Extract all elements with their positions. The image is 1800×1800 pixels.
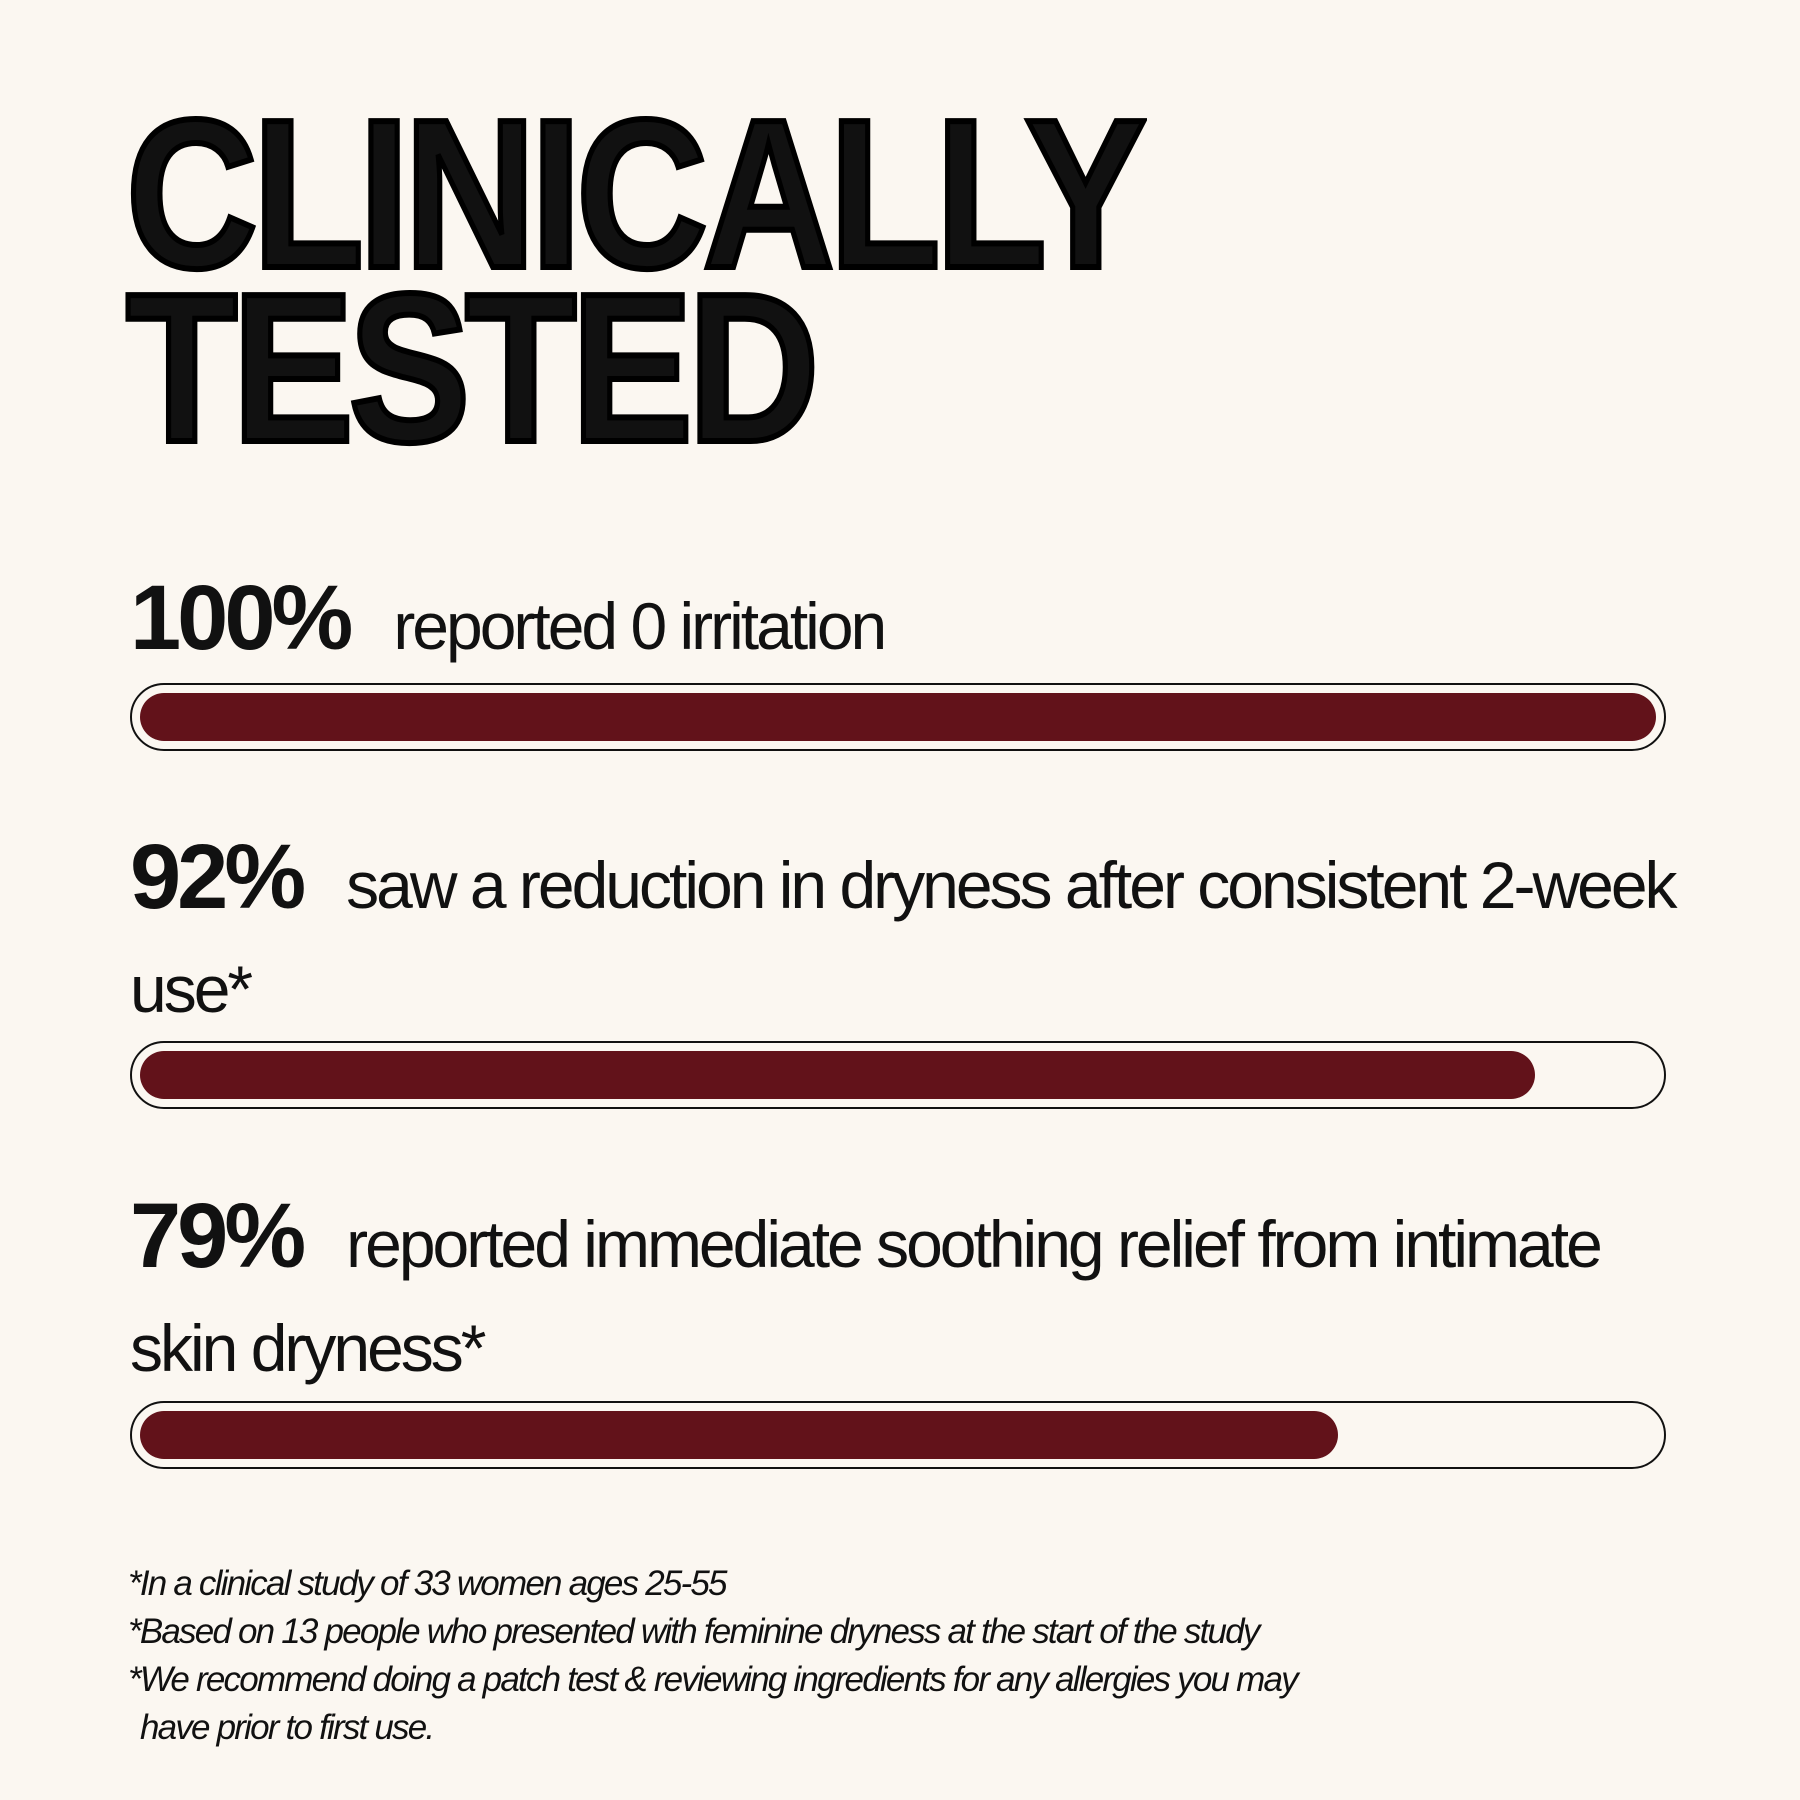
title-line: CLINICALLY <box>123 75 1149 312</box>
footnotes: *In a clinical study of 33 women ages 25… <box>128 1560 1299 1752</box>
stat-percent: 92% <box>130 826 306 928</box>
stat-percent: 79% <box>130 1185 306 1287</box>
bar-fill <box>140 1411 1338 1459</box>
stat-percent: 100% <box>130 567 353 669</box>
stat: 79% reported immediate soothing relief fr… <box>130 1184 1690 1400</box>
footnote: *We recommend doing a patch test & revie… <box>128 1660 1299 1699</box>
footnote: *In a clinical study of 33 women ages 25… <box>128 1564 728 1603</box>
title-line: TESTED <box>123 249 822 486</box>
bar-track <box>130 683 1666 751</box>
bar-track <box>130 1401 1666 1469</box>
stat: 100% reported 0 irritation <box>130 566 1690 678</box>
stat-description: reported 0 irritation <box>393 589 887 663</box>
stat-description: reported immediate soothing relief from … <box>130 1207 1603 1385</box>
footnote: *Based on 13 people who presented with f… <box>128 1612 1260 1651</box>
stat: 92% saw a reduction in dryness after cons… <box>130 825 1690 1041</box>
bar-track <box>130 1041 1666 1109</box>
stat-description: saw a reduction in dryness after consist… <box>130 848 1678 1026</box>
bar-fill <box>140 1051 1535 1099</box>
footnote: have prior to first use. <box>140 1708 435 1747</box>
bar-fill <box>140 693 1656 741</box>
